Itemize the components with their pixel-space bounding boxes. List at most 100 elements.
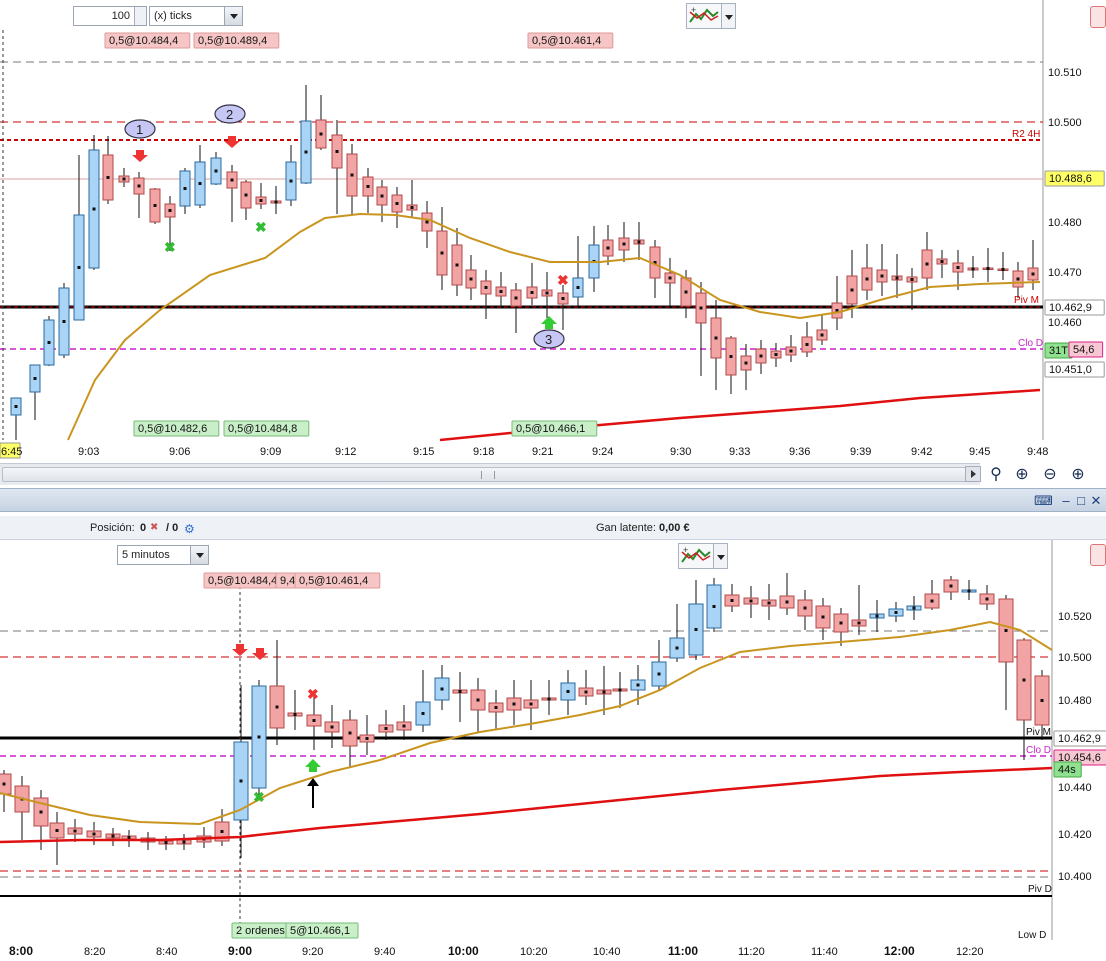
zoom-out-icon[interactable]: ⊖ — [1043, 466, 1057, 483]
x-axis-label: 9:09 — [260, 446, 281, 458]
scrollbar-grip — [481, 471, 495, 479]
top-candle-center-dot — [637, 240, 641, 244]
close-icon[interactable]: ✕ — [1090, 493, 1102, 508]
x-axis-label: 9:30 — [670, 446, 691, 458]
bottom-candle-center-dot — [1022, 678, 1026, 682]
maximize-icon[interactable]: □ — [1077, 493, 1085, 508]
top-chart-pane[interactable]: 1 2 3 ✖ ✖ ✖ 10.510 10.500 10.480 10.470 10.460 10.4… — [0, 0, 1106, 488]
y-axis-label: 10.460 — [1048, 317, 1082, 329]
latent-value: 0,00 € — [659, 522, 690, 534]
bottom-candle-center-dot — [1004, 629, 1008, 632]
y-axis-label: 10.520 — [1058, 611, 1092, 623]
bottom-candle-center-dot — [2, 782, 6, 786]
bottom-candle-center-dot — [839, 621, 843, 625]
order-tag-top-box — [104, 32, 191, 49]
svg-text:+: + — [691, 5, 696, 15]
top-candle-center-dot — [1031, 272, 1035, 276]
plot-background — [0, 0, 1043, 440]
bottom-candle-center-dot — [312, 719, 316, 722]
x-axis-label: 12:20 — [956, 946, 984, 958]
cross-icon: ✖ — [307, 686, 319, 702]
bottom-chart-pane[interactable]: ✖ ✖ 10.520 10.500 10.480 10.440 10.420 10.400 10… — [0, 540, 1106, 961]
bottom-candle-center-dot — [512, 702, 516, 706]
ema-short-line — [0, 620, 1053, 826]
bottom-candle-center-dot — [39, 810, 43, 814]
position-value: 0 — [140, 522, 147, 534]
y-axis-label: 10.470 — [1048, 267, 1082, 279]
indicator-dropdown-button[interactable] — [722, 3, 736, 29]
bottom-candle-center-dot — [636, 683, 640, 687]
top-candle-center-dot — [744, 361, 748, 365]
scrollbar-thumb[interactable] — [2, 467, 972, 482]
order-tag-top-box — [294, 572, 381, 589]
top-candle-center-dot — [244, 193, 248, 197]
window-title-bar[interactable]: ⌨ – □ ✕ — [0, 488, 1106, 512]
x-axis-label: 11:40 — [811, 946, 838, 958]
y-axis-label: 10.480 — [1058, 695, 1092, 707]
indicator-chart-icon[interactable]: + — [678, 543, 714, 569]
top-candle-center-dot — [805, 343, 809, 346]
x-axis-label: 9:33 — [729, 446, 750, 458]
ticks-spinner[interactable] — [134, 7, 146, 25]
cross-icon: ✖ — [253, 789, 265, 805]
top-candle-center-dot — [940, 260, 944, 263]
side-panel-tab[interactable] — [1090, 6, 1106, 28]
position-info-bar: Posición: 0 ✖ / 0 ⚙ Gan latente: 0,00 € — [0, 516, 1106, 540]
keyboard-icon[interactable]: ⌨ — [1034, 493, 1053, 508]
top-candle-center-dot — [561, 297, 565, 300]
price-tag: 10.462,9 — [1049, 302, 1092, 314]
bottom-candle-center-dot — [529, 702, 533, 706]
x-axis-label: 6:45 — [1, 446, 22, 458]
zoom-fit-icon[interactable]: ⊕ — [1015, 466, 1029, 483]
indicator-dropdown-button[interactable] — [714, 543, 728, 569]
top-candle-center-dot — [986, 267, 990, 270]
trade-marker-number: 3 — [545, 332, 552, 347]
bottom-candle-center-dot — [127, 836, 131, 839]
top-price-chart[interactable]: 1 2 3 ✖ ✖ ✖ 10.510 10.500 10.480 10.470 10.460 10.4… — [0, 0, 1106, 463]
bottom-candle-center-dot — [912, 606, 916, 610]
chevron-down-icon[interactable] — [190, 546, 208, 564]
top-candle-center-dot — [274, 200, 278, 204]
price-tag-box — [1053, 749, 1106, 766]
bottom-candle-center-dot — [1040, 699, 1044, 702]
x-axis-label: 11:20 — [738, 946, 765, 958]
top-candle-center-dot — [168, 209, 172, 212]
scroll-right-button[interactable] — [965, 466, 981, 482]
top-candle-center-dot — [122, 177, 126, 181]
close-position-icon[interactable]: ✖ — [150, 522, 159, 533]
zoom-in-icon[interactable]: ⊕ — [1071, 466, 1085, 483]
price-tag: 31T — [1049, 345, 1068, 357]
side-panel-tab[interactable] — [1090, 544, 1106, 566]
ticks-unit-select[interactable]: (x) ticks — [149, 6, 243, 26]
order-tag-bottom-box — [133, 420, 220, 437]
x-axis-label: 9:03 — [78, 446, 99, 458]
bottom-candle-center-dot — [803, 606, 807, 610]
indicator-chart-icon[interactable]: + — [686, 3, 722, 29]
position-sep: / 0 — [166, 522, 179, 534]
top-candle-center-dot — [895, 276, 899, 280]
top-candle-center-dot — [835, 309, 839, 312]
ticks-unit-label: (x) ticks — [154, 10, 192, 22]
minimize-icon[interactable]: – — [1062, 493, 1070, 508]
horizontal-scrollbar[interactable] — [0, 463, 980, 485]
bottom-price-chart[interactable]: ✖ ✖ 10.520 10.500 10.480 10.440 10.420 10.400 10… — [0, 540, 1106, 961]
line-label: Low D — [1018, 930, 1046, 941]
order-tag-bottom: 0,5@10.466,1 — [516, 423, 585, 435]
cursor-tool-icon[interactable]: ⚲ — [990, 466, 1002, 483]
top-candle-center-dot — [576, 286, 580, 289]
top-candle-center-dot — [499, 290, 503, 293]
timeframe-select[interactable]: 5 minutos — [117, 545, 209, 565]
gear-icon[interactable]: ⚙ — [184, 522, 195, 536]
chevron-down-icon[interactable] — [224, 7, 242, 25]
bottom-candle-center-dot — [421, 712, 425, 715]
bottom-candle-center-dot — [92, 832, 96, 836]
x-axis-label: 10:40 — [593, 946, 621, 958]
bottom-candle-center-dot — [182, 840, 186, 844]
bottom-candle-center-dot — [985, 597, 989, 601]
x-axis-label: 10:00 — [448, 944, 479, 958]
x-axis-label: 9:20 — [302, 946, 323, 958]
bottom-candle-center-dot — [767, 601, 771, 605]
bottom-candle-center-dot — [458, 690, 462, 693]
buy-arrow-icon — [305, 759, 321, 772]
ticks-quantity-input[interactable]: 100 — [73, 6, 147, 26]
